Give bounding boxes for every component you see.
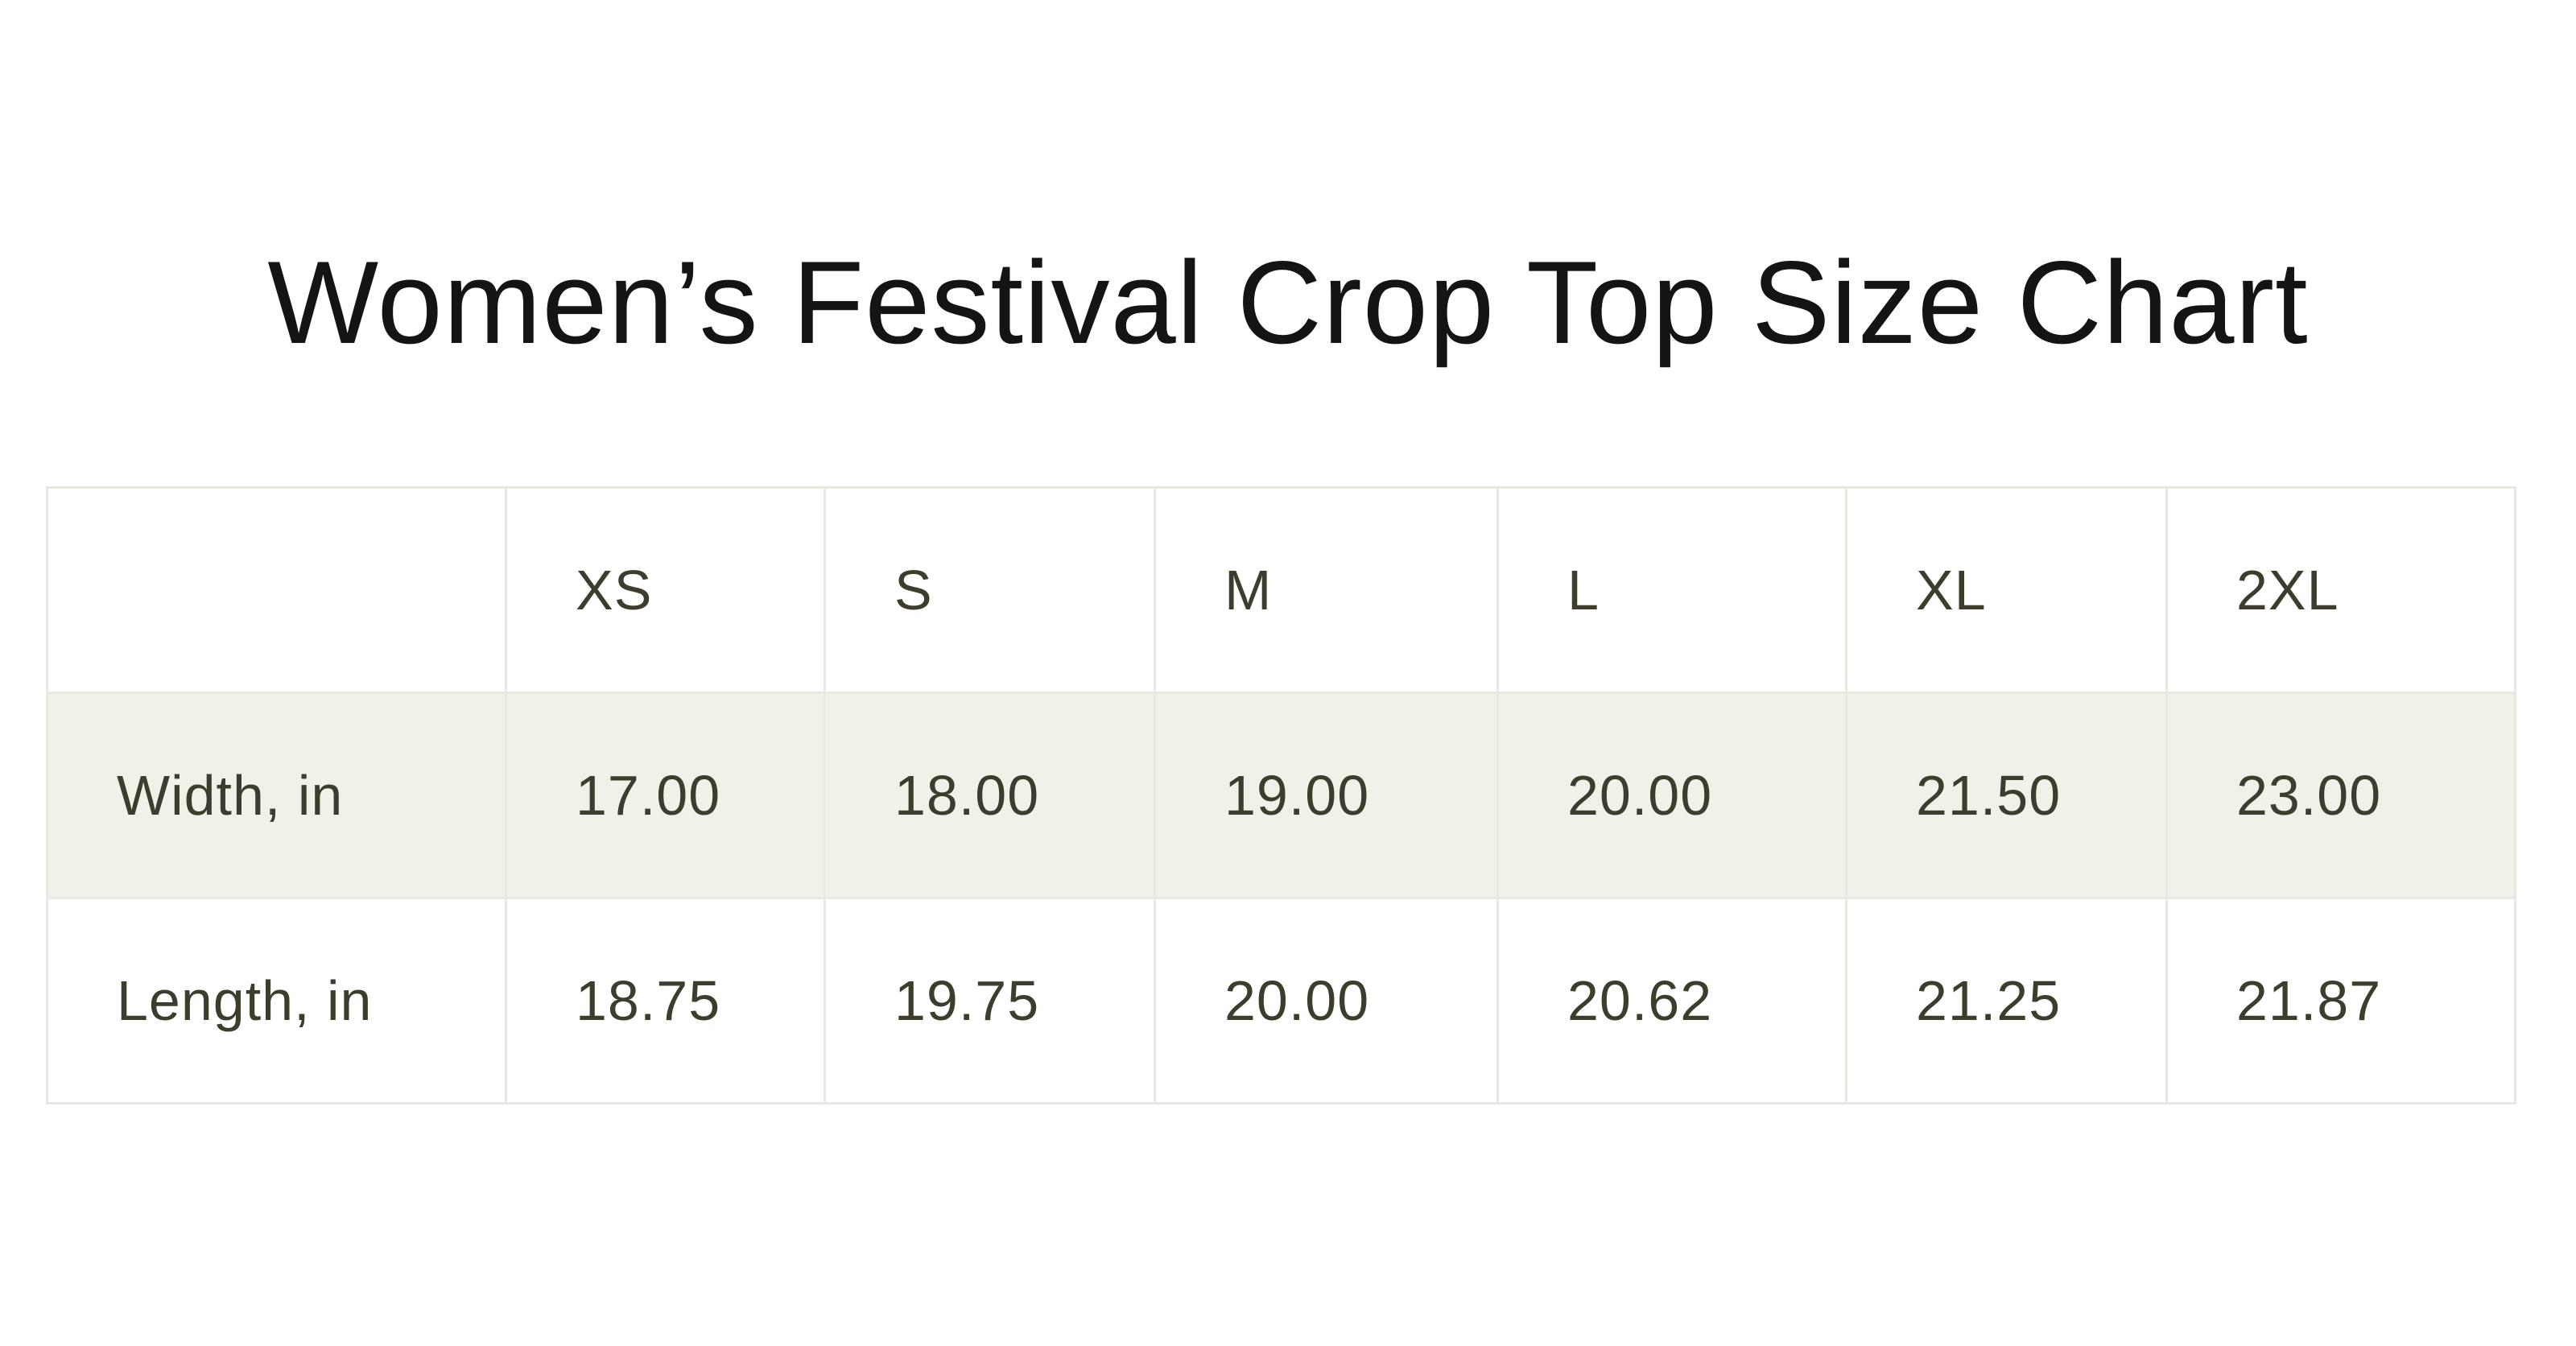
header-cell-xl: XL bbox=[1845, 486, 2168, 694]
length-value-xs: 18.75 bbox=[505, 897, 826, 1104]
header-cell-s: S bbox=[824, 486, 1156, 694]
width-value-s: 18.00 bbox=[824, 692, 1156, 899]
width-value-m: 19.00 bbox=[1154, 692, 1499, 899]
page-title: Women’s Festival Crop Top Size Chart bbox=[267, 237, 2309, 368]
length-value-xl: 21.25 bbox=[1845, 897, 2168, 1104]
width-value-2xl: 23.00 bbox=[2165, 692, 2516, 899]
row-label-length: Length, in bbox=[46, 897, 507, 1104]
length-value-m: 20.00 bbox=[1154, 897, 1499, 1104]
length-value-s: 19.75 bbox=[824, 897, 1156, 1104]
header-cell-l: L bbox=[1496, 486, 1847, 694]
header-cell-blank bbox=[46, 486, 507, 694]
header-cell-2xl: 2XL bbox=[2165, 486, 2516, 694]
size-chart-table: XS S M L XL 2XL Width, in 17.00 18.00 19… bbox=[46, 486, 2516, 1104]
width-value-l: 20.00 bbox=[1496, 692, 1847, 899]
width-value-xl: 21.50 bbox=[1845, 692, 2168, 899]
table-row-length: Length, in 18.75 19.75 20.00 20.62 21.25… bbox=[46, 897, 2516, 1104]
width-value-xs: 17.00 bbox=[505, 692, 826, 899]
table-header-row: XS S M L XL 2XL bbox=[46, 486, 2516, 694]
header-cell-m: M bbox=[1154, 486, 1499, 694]
table-row-width: Width, in 17.00 18.00 19.00 20.00 21.50 … bbox=[46, 692, 2516, 899]
length-value-2xl: 21.87 bbox=[2165, 897, 2516, 1104]
header-cell-xs: XS bbox=[505, 486, 826, 694]
length-value-l: 20.62 bbox=[1496, 897, 1847, 1104]
row-label-width: Width, in bbox=[46, 692, 507, 899]
